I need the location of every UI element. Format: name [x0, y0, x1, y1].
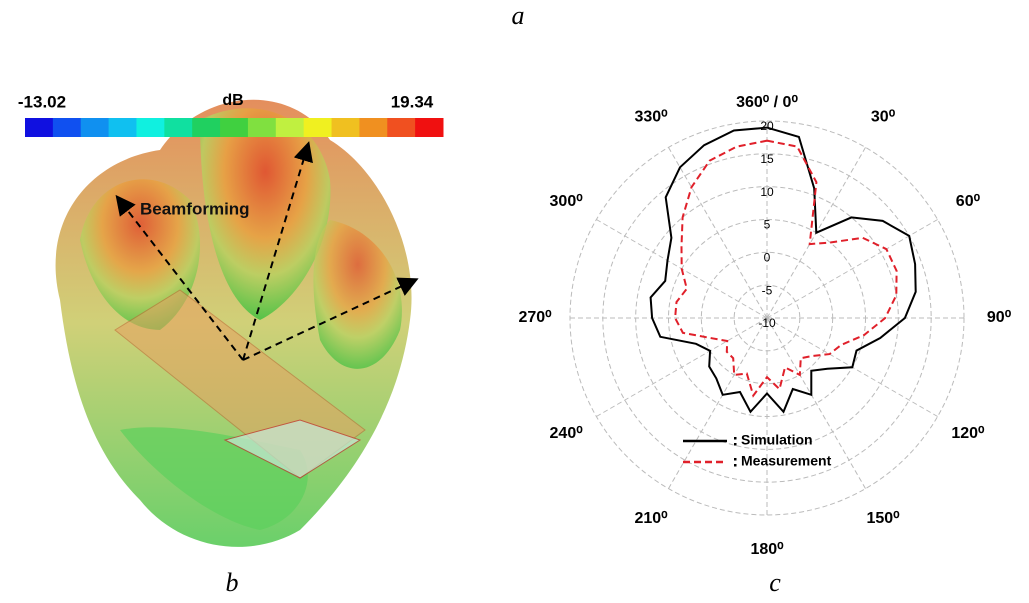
- radial-label: 5: [764, 218, 771, 232]
- panel-label: b: [226, 568, 239, 597]
- angle-label: 30⁰: [871, 108, 896, 125]
- angle-label: 270⁰: [518, 309, 552, 326]
- radial-label: 20: [760, 119, 774, 133]
- angle-label: 330⁰: [634, 108, 668, 125]
- radial-label: -5: [762, 283, 773, 297]
- legend-label: Simulation: [741, 432, 813, 448]
- colorbar-swatch: [192, 118, 221, 137]
- colorbar-swatch: [164, 118, 193, 137]
- colorbar-swatch: [359, 118, 388, 137]
- legend-label: Measurement: [741, 453, 832, 469]
- colorbar-swatch: [52, 118, 82, 137]
- colorbar-swatch: [108, 118, 137, 137]
- panel-label: c: [769, 568, 781, 597]
- radial-label: 0: [764, 251, 771, 265]
- colorbar-swatch: [415, 118, 444, 137]
- polar-chart: 360⁰ / 0⁰ 30⁰ 60⁰ 90⁰ 120⁰ 150⁰ 180⁰ 210⁰ 240⁰ 27…: [518, 94, 1011, 558]
- colorbar-swatch: [247, 118, 277, 137]
- angle-label: 150⁰: [866, 510, 900, 527]
- colorbar-swatch: [275, 118, 305, 137]
- grid-spoke: [668, 147, 768, 319]
- angle-label: 120⁰: [951, 425, 985, 442]
- angle-label: 240⁰: [550, 425, 584, 442]
- angle-label: 360⁰ / 0⁰: [736, 94, 798, 111]
- grid-spoke: [596, 317, 768, 417]
- colorbar-swatch: [80, 118, 110, 137]
- colorbar-max: 19.34: [391, 92, 434, 111]
- legend-colon: [734, 458, 737, 461]
- colorbar-swatch: [220, 118, 249, 137]
- colorbar-unit: dB: [222, 92, 243, 109]
- colorbar-swatch: [303, 118, 333, 137]
- colorbar: [25, 118, 444, 137]
- annotation: Beamforming: [140, 199, 250, 218]
- series-line: [674, 139, 898, 398]
- angle-label: 90⁰: [987, 309, 1012, 326]
- panel-label: a: [512, 1, 525, 30]
- radial-label: 10: [760, 185, 774, 199]
- angle-label: 180⁰: [750, 541, 784, 558]
- beam-arrows: [115, 141, 419, 361]
- colorbar-swatch: [387, 118, 416, 137]
- radial-label: -10: [758, 316, 776, 330]
- legend-colon: [734, 437, 737, 440]
- angle-label: 300⁰: [550, 193, 584, 210]
- colorbar-swatch: [331, 118, 360, 137]
- series-line: [649, 126, 917, 414]
- angle-label: 60⁰: [956, 193, 981, 210]
- colorbar-swatch: [25, 118, 54, 137]
- radiation-pattern: [55, 99, 412, 547]
- colorbar-swatch: [136, 118, 165, 137]
- grid-spoke: [766, 317, 866, 489]
- angle-label: 210⁰: [634, 510, 668, 527]
- legend-colon: [734, 443, 737, 446]
- grid-spoke: [668, 317, 768, 489]
- radial-label: 15: [760, 152, 774, 166]
- colorbar-min: -13.02: [18, 92, 66, 111]
- legend-colon: [734, 464, 737, 467]
